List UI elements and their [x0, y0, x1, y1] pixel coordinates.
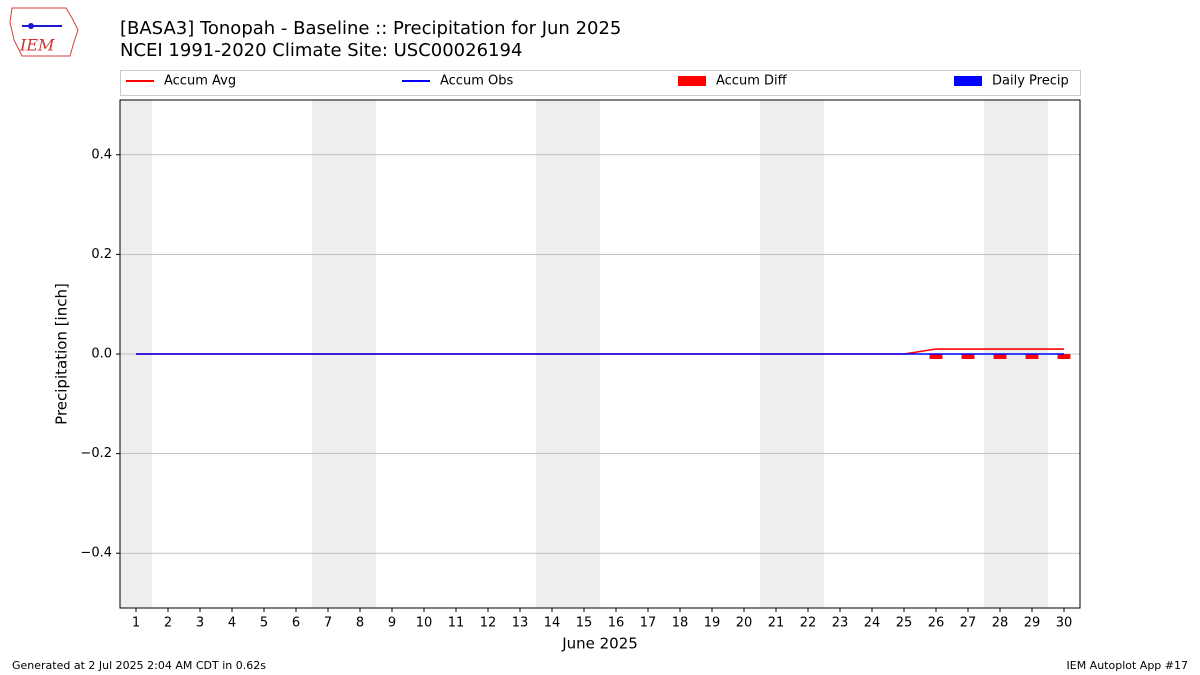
y-tick-label: 0.2: [91, 247, 112, 262]
footer-left: Generated at 2 Jul 2025 2:04 AM CDT in 0…: [12, 659, 266, 672]
legend-entry: Accum Avg: [126, 74, 236, 89]
x-tick-label: 6: [292, 616, 300, 631]
x-tick-label: 20: [736, 616, 753, 631]
x-tick-label: 1: [132, 616, 140, 631]
y-tick-label: 0.4: [91, 147, 112, 162]
x-tick-label: 25: [896, 616, 913, 631]
x-tick-label: 28: [992, 616, 1009, 631]
x-tick-label: 30: [1056, 616, 1073, 631]
x-tick-label: 12: [480, 616, 497, 631]
legend-label: Accum Avg: [164, 74, 236, 89]
x-tick-label: 7: [324, 616, 332, 631]
x-tick-label: 23: [832, 616, 849, 631]
x-tick-label: 17: [640, 616, 657, 631]
y-tick-label: −0.4: [80, 546, 112, 561]
legend-label: Accum Diff: [716, 74, 788, 89]
y-axis-label: Precipitation [inch]: [53, 283, 71, 425]
x-tick-label: 8: [356, 616, 364, 631]
chart-title: [BASA3] Tonopah - Baseline :: Precipitat…: [120, 18, 621, 39]
legend-swatch: [954, 76, 982, 86]
x-tick-label: 27: [960, 616, 977, 631]
logo: IEM: [9, 7, 79, 57]
footer-right: IEM Autoplot App #17: [1067, 659, 1189, 672]
y-tick-label: 0.0: [91, 347, 112, 362]
legend-label: Daily Precip: [992, 74, 1069, 89]
x-tick-label: 3: [196, 616, 204, 631]
legend-entry: Accum Obs: [402, 74, 513, 89]
x-tick-label: 11: [448, 616, 465, 631]
chart-subtitle: NCEI 1991-2020 Climate Site: USC00026194: [120, 40, 522, 61]
legend-entry: Daily Precip: [954, 74, 1069, 89]
x-tick-label: 22: [800, 616, 817, 631]
bar: [993, 354, 1007, 359]
bar: [929, 354, 943, 359]
x-tick-label: 4: [228, 616, 236, 631]
x-tick-label: 24: [864, 616, 881, 631]
x-tick-label: 14: [544, 616, 561, 631]
legend-label: Accum Obs: [440, 74, 513, 89]
logo-text: IEM: [19, 36, 55, 55]
x-tick-label: 2: [164, 616, 172, 631]
bar: [1025, 354, 1039, 359]
x-tick-label: 16: [608, 616, 625, 631]
x-tick-label: 10: [416, 616, 433, 631]
x-tick-label: 21: [768, 616, 785, 631]
x-tick-label: 18: [672, 616, 689, 631]
x-tick-label: 29: [1024, 616, 1041, 631]
x-tick-label: 9: [388, 616, 396, 631]
plot-frame: [119, 99, 1081, 609]
bar: [1057, 354, 1071, 359]
x-axis-label: June 2025: [561, 635, 638, 653]
legend-entry: Accum Diff: [678, 74, 788, 89]
legend: [120, 70, 1081, 96]
bar: [961, 354, 975, 359]
x-tick-label: 26: [928, 616, 945, 631]
x-tick-label: 5: [260, 616, 268, 631]
x-tick-label: 15: [576, 616, 593, 631]
legend-swatch: [678, 76, 706, 86]
x-tick-label: 19: [704, 616, 721, 631]
x-tick-label: 13: [512, 616, 529, 631]
y-tick-label: −0.2: [80, 446, 112, 461]
